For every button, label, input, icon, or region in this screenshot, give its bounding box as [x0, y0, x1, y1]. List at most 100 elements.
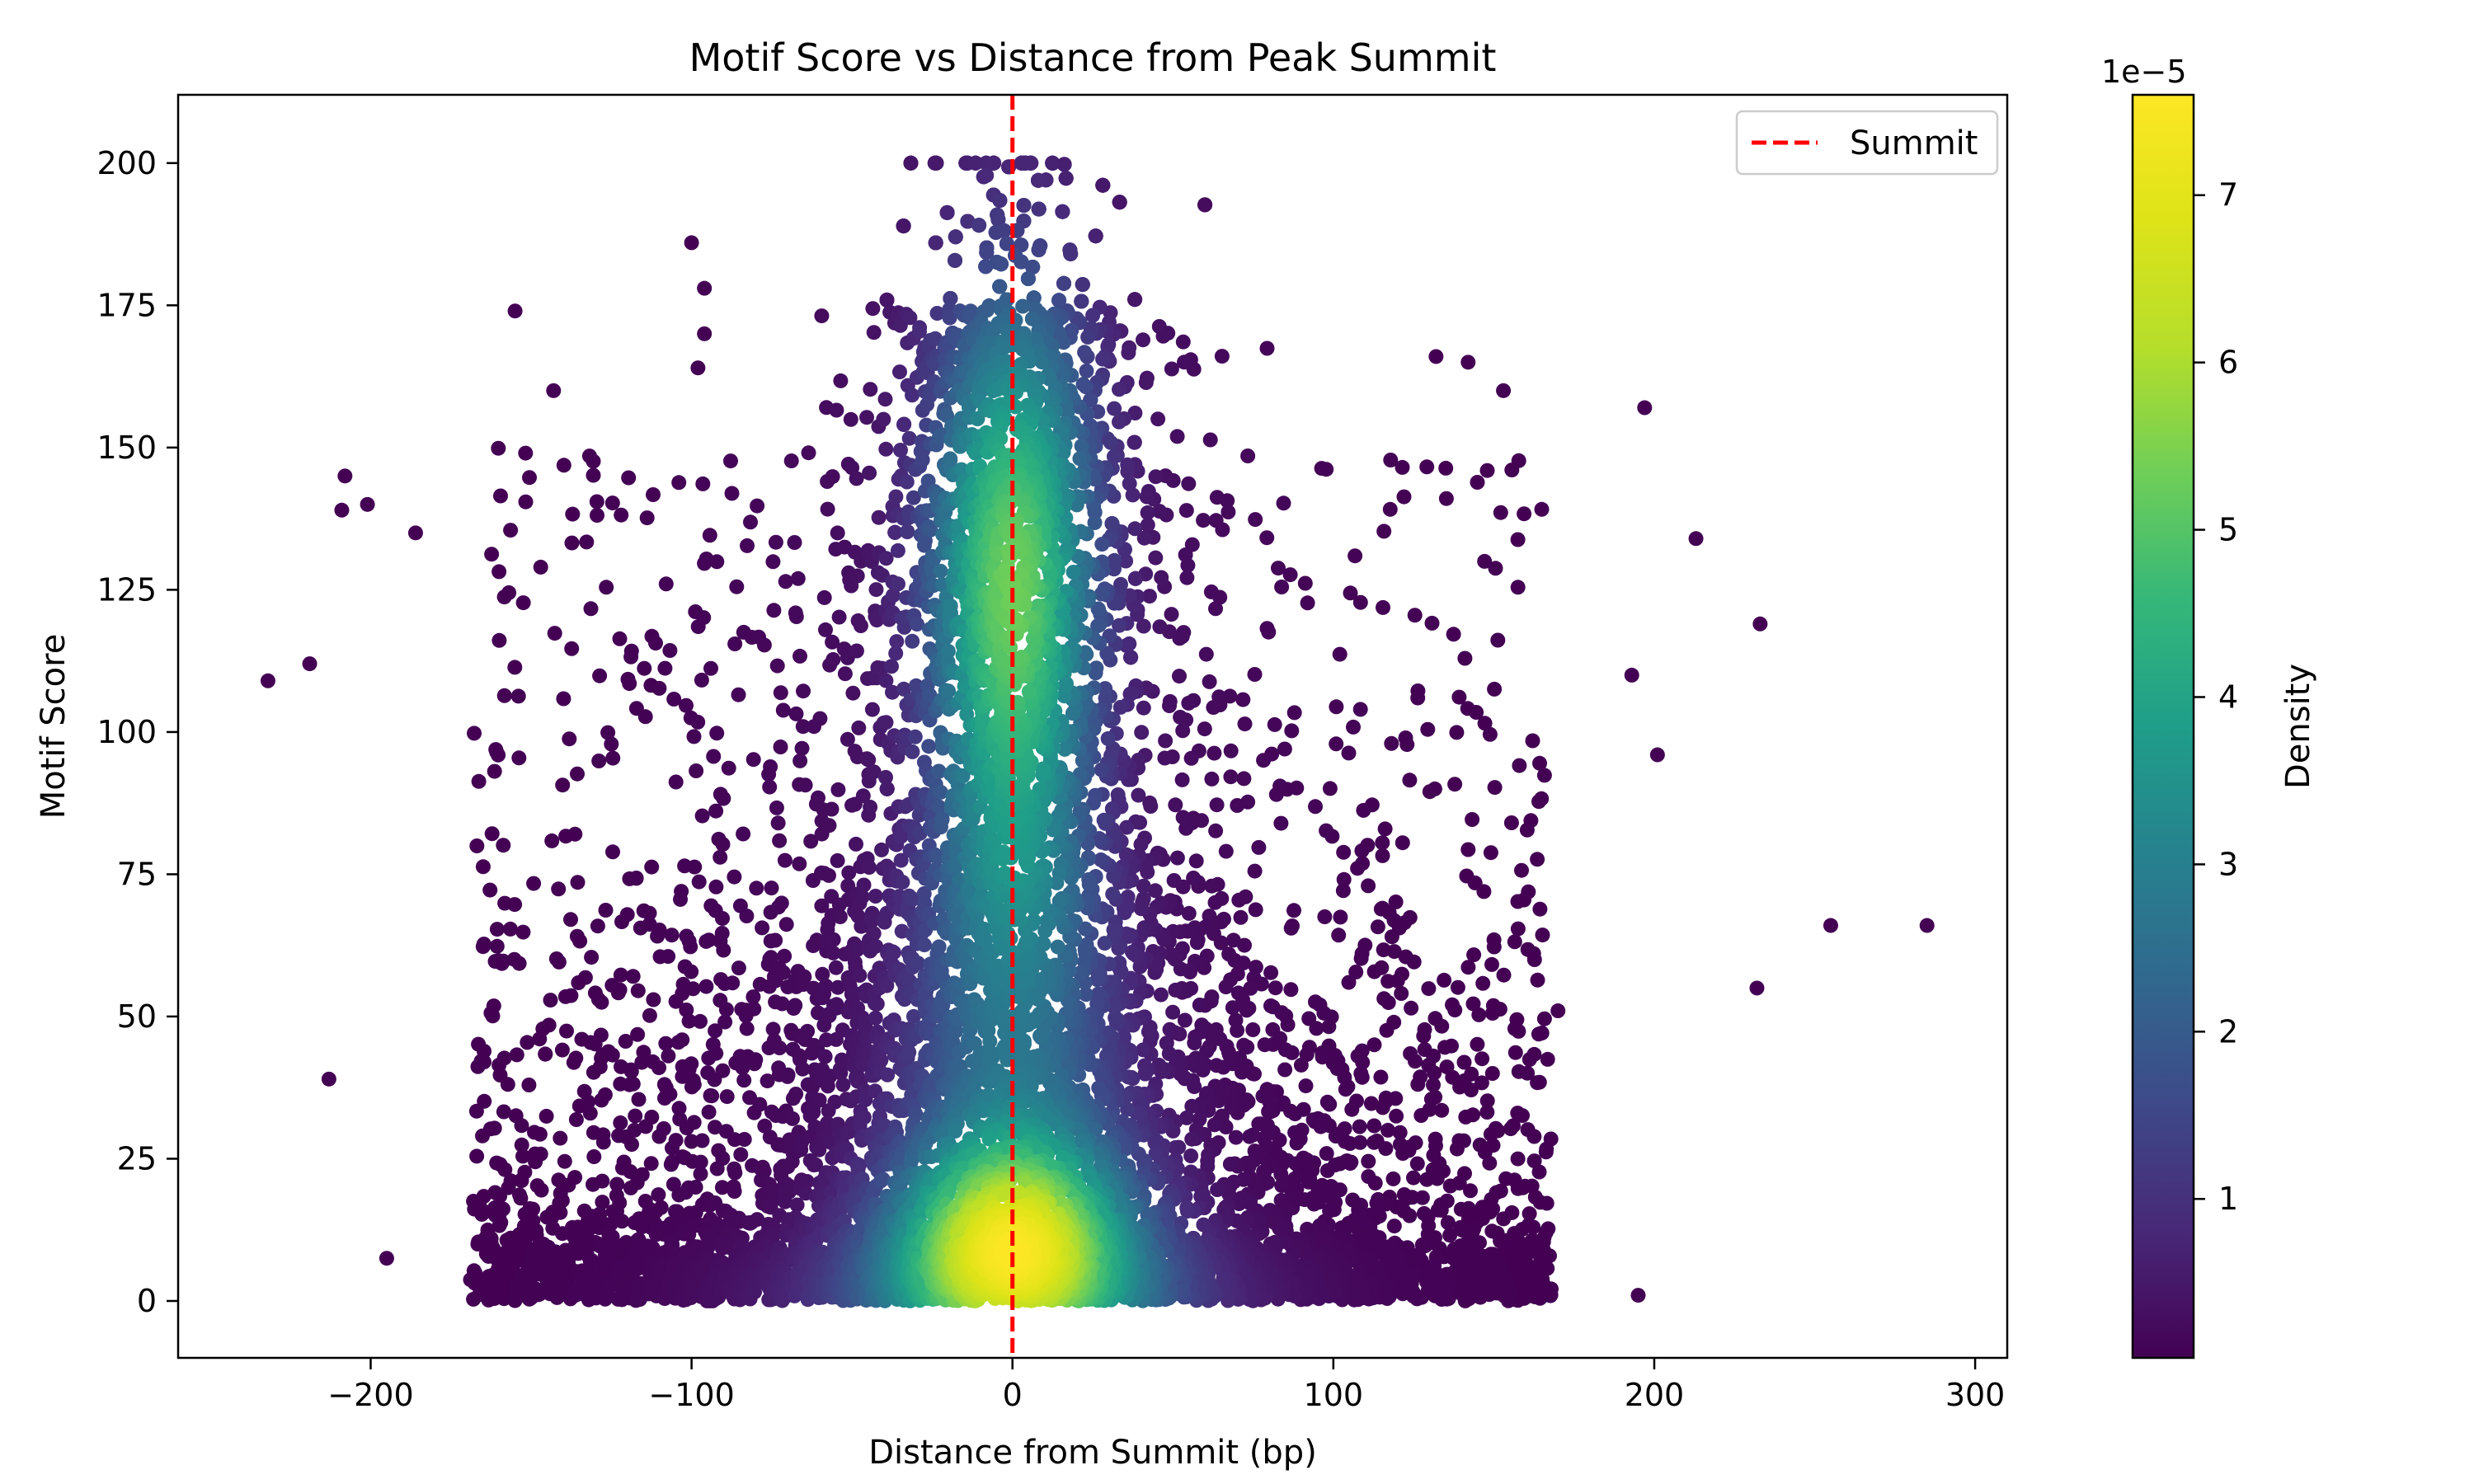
- scatter-point: [1479, 1093, 1495, 1109]
- scatter-point: [1187, 1036, 1202, 1050]
- scatter-point: [1063, 246, 1079, 261]
- scatter-point: [1091, 1080, 1107, 1096]
- scatter-point: [532, 1126, 548, 1142]
- scatter-point: [708, 1045, 724, 1061]
- scatter-point: [1483, 1126, 1498, 1142]
- scatter-point: [1112, 195, 1127, 210]
- scatter-point: [1520, 1122, 1536, 1138]
- scatter-point: [825, 469, 840, 485]
- scatter-point: [1094, 762, 1109, 777]
- scatter-point: [1175, 810, 1191, 825]
- scatter-point: [876, 411, 891, 427]
- scatter-point: [1162, 698, 1177, 714]
- scatter-point: [1204, 878, 1220, 894]
- scatter-point: [567, 1170, 583, 1186]
- scatter-point: [790, 571, 806, 586]
- scatter-point: [727, 869, 742, 885]
- scatter-point: [646, 992, 661, 1007]
- scatter-point: [1261, 1104, 1277, 1120]
- scatter-point: [1493, 505, 1508, 520]
- scatter-point: [595, 1134, 611, 1150]
- scatter-point: [674, 884, 689, 899]
- scatter-point: [739, 909, 755, 923]
- scatter-point: [830, 782, 846, 797]
- scatter-point: [1479, 1105, 1495, 1120]
- scatter-point: [1426, 1077, 1441, 1092]
- scatter-point: [1536, 1011, 1552, 1026]
- scatter-point: [1419, 459, 1435, 475]
- scatter-point: [792, 856, 807, 871]
- scatter-point: [1519, 822, 1535, 838]
- scatter-point: [1348, 548, 1363, 564]
- scatter-point: [1407, 608, 1423, 623]
- scatter-point: [845, 685, 861, 701]
- scatter-point: [639, 510, 655, 526]
- scatter-point: [701, 1104, 717, 1120]
- scatter-point: [1164, 607, 1179, 622]
- scatter-point: [939, 204, 955, 220]
- scatter-point: [515, 595, 531, 611]
- scatter-point: [1449, 725, 1465, 740]
- scatter-point: [1095, 351, 1111, 367]
- scatter-point: [646, 487, 661, 502]
- scatter-point: [1438, 460, 1454, 476]
- scatter-point: [1470, 475, 1485, 490]
- scatter-point: [476, 1189, 492, 1205]
- scatter-point: [1422, 784, 1437, 800]
- scatter-point: [1183, 1148, 1199, 1163]
- scatter-point: [1419, 1172, 1435, 1187]
- scatter-point: [518, 445, 534, 461]
- scatter-point: [727, 1165, 743, 1181]
- scatter-point: [1175, 334, 1191, 350]
- scatter-point: [1126, 434, 1142, 450]
- scatter-point: [1055, 204, 1070, 219]
- scatter-point: [1172, 669, 1187, 684]
- scatter-point: [1376, 991, 1392, 1007]
- scatter-point: [1474, 1075, 1489, 1091]
- scatter-point: [1531, 1164, 1547, 1180]
- scatter-point: [517, 1164, 533, 1180]
- scatter-point: [1531, 794, 1546, 810]
- scatter-point: [1158, 733, 1174, 749]
- scatter-point: [1206, 700, 1221, 716]
- scatter-point: [1080, 329, 1096, 345]
- scatter-point: [715, 1063, 731, 1078]
- scatter-point: [928, 235, 943, 251]
- scatter-point: [1031, 172, 1046, 188]
- scatter-point: [521, 1078, 537, 1092]
- scatter-point: [651, 680, 667, 696]
- scatter-point: [623, 643, 639, 659]
- scatter-point: [1384, 929, 1399, 945]
- scatter-point: [1173, 709, 1188, 725]
- scatter-point: [590, 508, 604, 523]
- scatter-point: [864, 702, 880, 717]
- scatter-point: [1350, 861, 1366, 876]
- scatter-point: [1268, 980, 1283, 996]
- scatter-point: [1534, 501, 1550, 517]
- scatter-point: [852, 968, 868, 984]
- scatter-point: [1315, 1045, 1330, 1061]
- scatter-point: [727, 1184, 742, 1199]
- scatter-point: [971, 218, 987, 233]
- scatter-point: [1237, 716, 1253, 732]
- scatter-point: [1225, 1000, 1240, 1016]
- scatter-point: [584, 950, 600, 965]
- scatter-point: [564, 535, 580, 551]
- scatter-point: [1283, 920, 1299, 936]
- scatter-point: [796, 683, 811, 699]
- scatter-point: [1274, 580, 1290, 594]
- scatter-point: [1450, 979, 1465, 995]
- scatter-point: [1361, 878, 1376, 894]
- scatter-point: [598, 903, 614, 918]
- scatter-point: [1097, 936, 1112, 951]
- scatter-point: [794, 740, 810, 756]
- scatter-point: [1277, 1062, 1293, 1078]
- scatter-point: [1395, 835, 1410, 851]
- scatter-point: [1131, 787, 1146, 803]
- scatter-point: [496, 953, 511, 969]
- scatter-point: [863, 382, 878, 397]
- scatter-point: [1375, 835, 1390, 851]
- scatter-point: [547, 626, 562, 641]
- scatter-point: [1484, 1066, 1500, 1081]
- scatter-point: [1517, 506, 1532, 522]
